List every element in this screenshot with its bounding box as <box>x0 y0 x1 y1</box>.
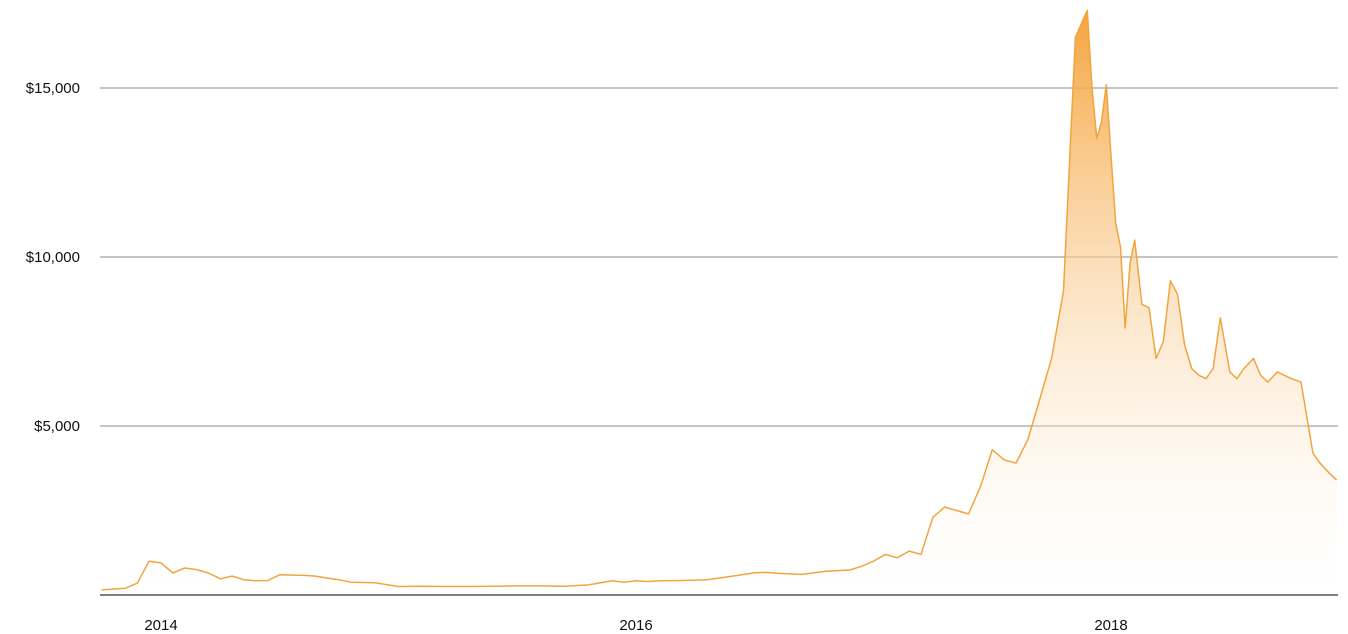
y-tick-label-15000: $15,000 <box>26 80 80 97</box>
y-tick-label-5000: $5,000 <box>34 418 80 435</box>
x-tick-label-2016: 2016 <box>619 617 652 634</box>
y-tick-label-10000: $10,000 <box>26 249 80 266</box>
x-tick-label-2018: 2018 <box>1094 617 1127 634</box>
x-axis-tick-labels: 2014 2016 2018 <box>144 617 1127 634</box>
x-tick-label-2014: 2014 <box>144 617 177 634</box>
series-line-0 <box>101 9 1338 591</box>
series-layer <box>101 9 1338 596</box>
series-area-0 <box>101 10 1337 596</box>
y-axis-tick-labels: $5,000 $10,000 $15,000 <box>26 80 80 435</box>
